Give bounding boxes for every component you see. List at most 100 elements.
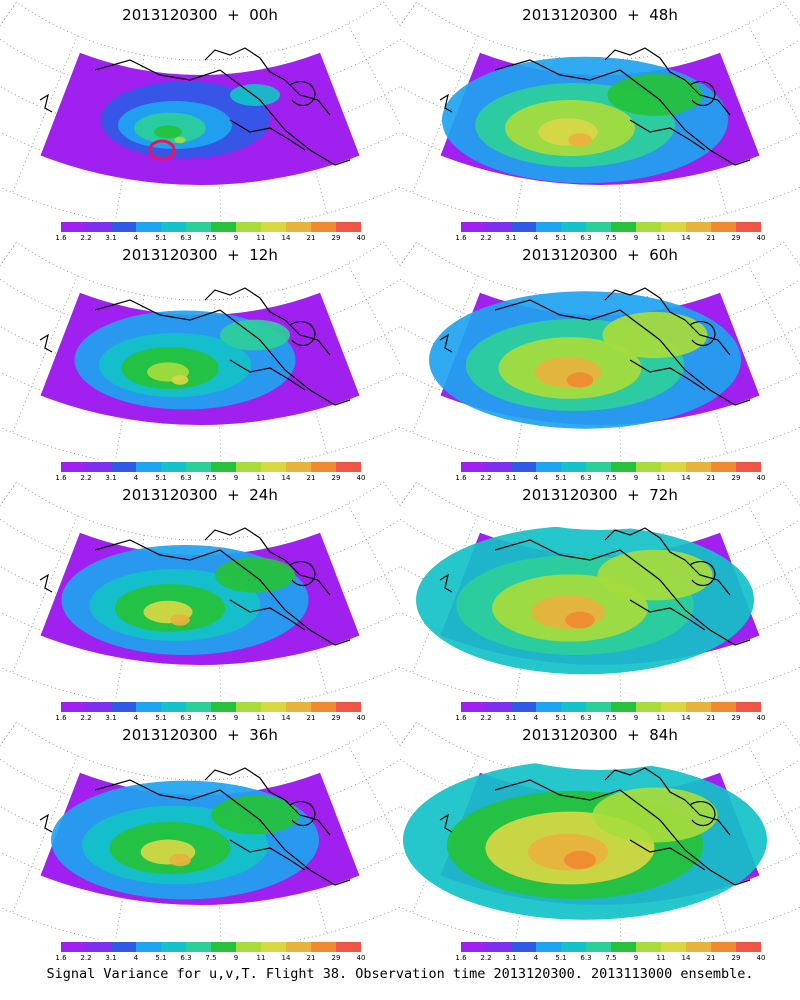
colorbar-swatch <box>161 942 186 952</box>
colorbar-tick-label: 5.1 <box>155 474 167 482</box>
colorbar-swatch <box>736 702 761 712</box>
colorbar-swatch <box>311 942 336 952</box>
colorbar-tick-label: 7.5 <box>605 234 617 242</box>
colorbar-tick-label: 7.5 <box>605 714 617 722</box>
map-panel: 2013120300 + 24h 1.6 2.2 3.1 4 5.1 6.3 7.5 9 11 14… <box>0 480 400 722</box>
colorbar-swatch <box>586 942 611 952</box>
colorbar-swatch <box>211 462 236 472</box>
colorbar-swatch <box>536 222 561 232</box>
colorbar-swatch <box>711 222 736 232</box>
colorbar-tick-label: 5.1 <box>555 954 567 962</box>
colorbar-swatch <box>236 222 261 232</box>
colorbar-swatch <box>586 462 611 472</box>
colorbar-swatch <box>611 222 636 232</box>
colorbar-tick-label: 7.5 <box>205 234 217 242</box>
colorbar-swatch <box>311 222 336 232</box>
colorbar-tick-label: 40 <box>756 234 766 242</box>
colorbar-tick-label: 9 <box>233 474 239 482</box>
variance-map <box>0 1 400 220</box>
coastline <box>39 47 351 166</box>
variance-field <box>440 52 760 185</box>
colorbar-swatch <box>261 222 286 232</box>
colorbar-labels: 1.6 2.2 3.1 4 5.1 6.3 7.5 9 11 14 21 29 40 <box>455 954 765 964</box>
colorbar-swatch <box>286 222 311 232</box>
colorbar-tick-label: 5.1 <box>155 714 167 722</box>
colorbar-swatch <box>736 462 761 472</box>
colorbar-tick-label: 11 <box>256 714 266 722</box>
colorbar-tick-label: 11 <box>656 954 666 962</box>
colorbar-swatch <box>211 702 236 712</box>
colorbar-swatch <box>661 222 686 232</box>
map-panel: 2013120300 + 48h 1.6 2.2 3.1 4 5.1 6.3 7.5 9 11 14… <box>400 0 800 242</box>
colorbar-swatch <box>636 222 661 232</box>
coastline <box>39 767 351 886</box>
colorbar-swatch <box>136 942 161 952</box>
colorbar-tick-label: 14 <box>681 474 691 482</box>
colorbar-tick-label: 40 <box>756 474 766 482</box>
map-panel: 2013120300 + 84h 1.6 2.2 3.1 4 5.1 6.3 7.5 9 11 14… <box>400 720 800 962</box>
colorbar-tick-label: 11 <box>656 714 666 722</box>
colorbar-labels: 1.6 2.2 3.1 4 5.1 6.3 7.5 9 11 14 21 29 40 <box>55 714 365 724</box>
colorbar-swatch <box>536 702 561 712</box>
variance-field <box>40 292 360 425</box>
colorbar-tick-label: 1.6 <box>455 234 467 242</box>
coastline <box>439 287 751 406</box>
panel-title: 2013120300 + 24h <box>122 486 278 504</box>
colorbar-tick-label: 21 <box>306 714 316 722</box>
colorbar-swatch <box>86 702 111 712</box>
colorbar-swatch <box>261 942 286 952</box>
variance-field <box>403 760 767 920</box>
colorbar-swatch <box>711 462 736 472</box>
colorbar-swatch <box>286 942 311 952</box>
colorbar-tick-label: 4 <box>533 474 539 482</box>
colorbar-labels: 1.6 2.2 3.1 4 5.1 6.3 7.5 9 11 14 21 29 40 <box>55 234 365 244</box>
panel-title: 2013120300 + 00h <box>122 6 278 24</box>
panel-title: 2013120300 + 60h <box>522 246 678 264</box>
colorbar-tick-label: 14 <box>281 714 291 722</box>
colorbar-labels: 1.6 2.2 3.1 4 5.1 6.3 7.5 9 11 14 21 29 40 <box>55 954 365 964</box>
colorbar-swatch <box>661 942 686 952</box>
colorbar-swatch <box>136 222 161 232</box>
colorbar-swatch <box>486 222 511 232</box>
colorbar-swatch <box>661 702 686 712</box>
colorbar-tick-label: 7.5 <box>605 954 617 962</box>
colorbar-tick-label: 14 <box>281 954 291 962</box>
colorbar-tick-label: 29 <box>731 714 741 722</box>
colorbar-swatch <box>586 222 611 232</box>
colorbar-tick-label: 3.1 <box>105 954 117 962</box>
panel-title: 2013120300 + 36h <box>122 726 278 744</box>
map-panel: 2013120300 + 36h 1.6 2.2 3.1 4 5.1 6.3 7.5 9 11 14… <box>0 720 400 962</box>
colorbar-tick-label: 40 <box>356 234 366 242</box>
map-panel: 2013120300 + 00h 1.6 2.2 3.1 4 5.1 6.3 7.5 9 11 14… <box>0 0 400 242</box>
colorbar-tick-label: 6.3 <box>580 714 592 722</box>
colorbar-swatch <box>586 702 611 712</box>
colorbar-swatch <box>561 222 586 232</box>
variance-map <box>0 721 400 940</box>
colorbar-swatch <box>61 222 86 232</box>
panel-title: 2013120300 + 84h <box>522 726 678 744</box>
colorbar-labels: 1.6 2.2 3.1 4 5.1 6.3 7.5 9 11 14 21 29 40 <box>55 474 365 484</box>
colorbar-tick-label: 4 <box>133 234 139 242</box>
colorbar-swatch <box>236 942 261 952</box>
colorbar-tick-label: 7.5 <box>605 474 617 482</box>
colorbar-swatch <box>711 702 736 712</box>
colorbar-swatch <box>186 222 211 232</box>
colorbar-swatch <box>111 462 136 472</box>
colorbar-swatch <box>461 942 486 952</box>
colorbar-swatch <box>186 702 211 712</box>
colorbar-tick-label: 5.1 <box>555 714 567 722</box>
coastline <box>439 767 751 886</box>
colorbar-tick-label: 14 <box>281 234 291 242</box>
colorbar-swatch <box>236 702 261 712</box>
colorbar-tick-label: 6.3 <box>180 714 192 722</box>
colorbar-swatch <box>161 702 186 712</box>
colorbar-tick-label: 9 <box>633 954 639 962</box>
panel-title: 2013120300 + 72h <box>522 486 678 504</box>
colorbar-tick-label: 40 <box>356 714 366 722</box>
colorbar-tick-label: 4 <box>133 474 139 482</box>
colorbar-tick-label: 14 <box>681 954 691 962</box>
colorbar-tick-label: 21 <box>706 234 716 242</box>
colorbar-tick-label: 6.3 <box>180 954 192 962</box>
colorbar-tick-label: 7.5 <box>205 954 217 962</box>
colorbar-tick-label: 2.2 <box>80 954 92 962</box>
